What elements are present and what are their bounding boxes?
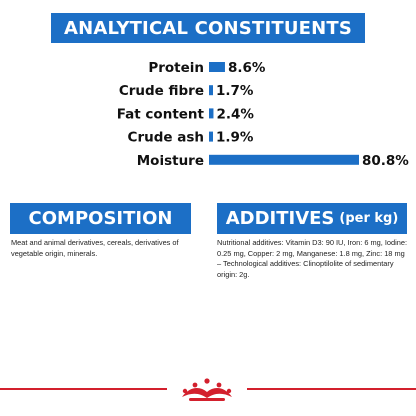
composition-banner: COMPOSITION <box>10 203 191 234</box>
bar-moisture <box>209 154 359 165</box>
analytical-constituents-banner: ANALYTICAL CONSTITUENTS <box>51 13 365 43</box>
footer-divider-left <box>0 388 167 390</box>
analytical-constituents-chart: Protein 8.6% Crude fibre 1.7% Fat content 2.4… <box>117 60 410 169</box>
footer-divider-right <box>247 388 416 390</box>
bar-protein <box>209 62 225 72</box>
additives-unit: (per kg) <box>339 211 399 226</box>
label-moisture: Moisture <box>137 153 204 169</box>
label-crude-ash: Crude ash <box>128 130 204 146</box>
additives-title: ADDITIVES <box>225 208 335 229</box>
additives-text: Nutritional additives: Vitamin D3: 90 IU… <box>217 238 408 279</box>
analytical-constituents-title: ANALYTICAL CONSTITUENTS <box>63 17 353 39</box>
value-moisture: 80.8% <box>362 153 409 169</box>
bar-fat-content <box>209 108 214 119</box>
label-protein: Protein <box>148 60 204 76</box>
composition-title: COMPOSITION <box>28 208 173 229</box>
additives-banner: ADDITIVES (per kg) <box>217 203 407 234</box>
value-crude-ash: 1.9% <box>216 130 254 146</box>
bar-crude-fibre <box>209 85 213 96</box>
value-fat-content: 2.4% <box>216 106 254 122</box>
crown-logo-icon <box>182 378 232 401</box>
value-protein: 8.6% <box>228 60 266 76</box>
composition-text: Meat and animal derivatives, cereals, de… <box>11 238 179 258</box>
label-fat-content: Fat content <box>117 106 205 122</box>
value-crude-fibre: 1.7% <box>216 83 254 99</box>
label-crude-fibre: Crude fibre <box>119 83 204 99</box>
bar-crude-ash <box>209 131 213 142</box>
